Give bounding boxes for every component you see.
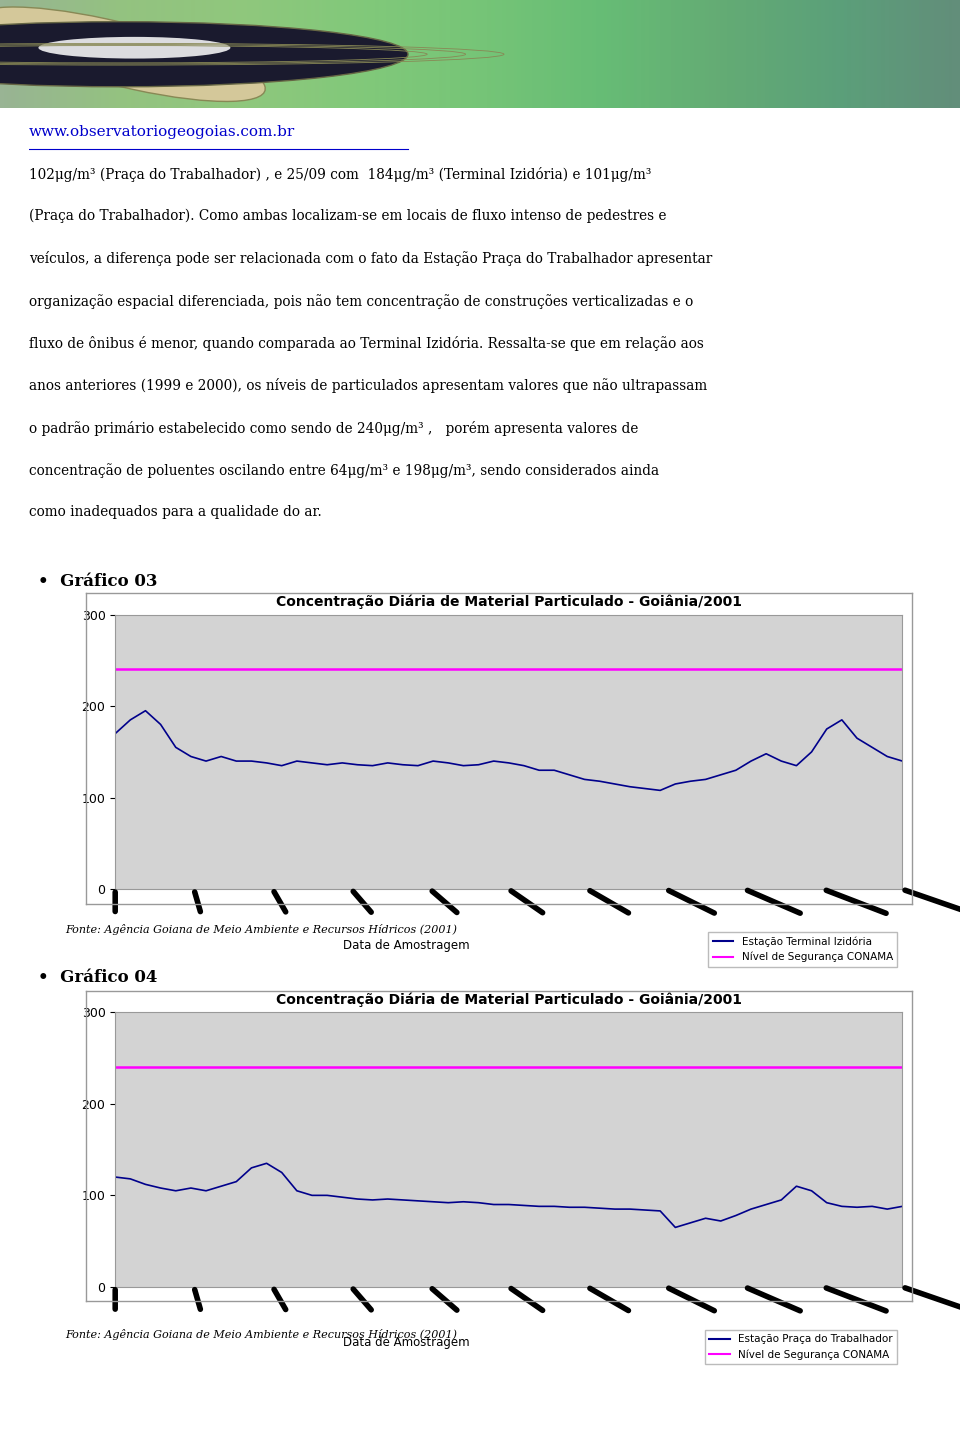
Text: 102μg/m³ (Praça do Trabalhador) , e 25/09 com  184μg/m³ (Terminal Izidória) e 10: 102μg/m³ (Praça do Trabalhador) , e 25/0… bbox=[29, 166, 651, 182]
Text: Data de Amostragem: Data de Amostragem bbox=[343, 938, 469, 951]
Text: Fonte: Agência Goiana de Meio Ambiente e Recursos Hídricos (2001): Fonte: Agência Goiana de Meio Ambiente e… bbox=[65, 1329, 457, 1340]
Text: (Praça do Trabalhador). Como ambas localizam-se em locais de fluxo intenso de pe: (Praça do Trabalhador). Como ambas local… bbox=[29, 210, 666, 224]
Title: Concentração Diária de Material Particulado - Goiânia/2001: Concentração Diária de Material Particul… bbox=[276, 992, 742, 1006]
Circle shape bbox=[0, 22, 408, 87]
Text: o padrão primário estabelecido como sendo de 240μg/m³ ,   porém apresenta valore: o padrão primário estabelecido como send… bbox=[29, 421, 638, 435]
Text: anos anteriores (1999 e 2000), os níveis de particulados apresentam valores que : anos anteriores (1999 e 2000), os níveis… bbox=[29, 379, 708, 393]
Text: como inadequados para a qualidade do ar.: como inadequados para a qualidade do ar. bbox=[29, 505, 322, 519]
Legend: Estação Terminal Izidória, Nível de Segurança CONAMA: Estação Terminal Izidória, Nível de Segu… bbox=[708, 933, 898, 966]
Text: www.observatoriogeogoias.com.br: www.observatoriogeogoias.com.br bbox=[29, 124, 295, 139]
Text: concentração de poluentes oscilando entre 64μg/m³ e 198μg/m³, sendo considerados: concentração de poluentes oscilando entr… bbox=[29, 463, 659, 477]
Ellipse shape bbox=[0, 7, 265, 101]
Text: organização espacial diferenciada, pois não tem concentração de construções vert: organização espacial diferenciada, pois … bbox=[29, 294, 693, 308]
Text: Data de Amostragem: Data de Amostragem bbox=[343, 1336, 469, 1349]
Title: Concentração Diária de Material Particulado - Goiânia/2001: Concentração Diária de Material Particul… bbox=[276, 594, 742, 609]
Text: •  Gráfico 04: • Gráfico 04 bbox=[37, 969, 157, 986]
Text: Fonte: Agência Goiana de Meio Ambiente e Recursos Hídricos (2001): Fonte: Agência Goiana de Meio Ambiente e… bbox=[65, 924, 457, 934]
Text: fluxo de ônibus é menor, quando comparada ao Terminal Izidória. Ressalta-se que : fluxo de ônibus é menor, quando comparad… bbox=[29, 335, 704, 351]
Text: veículos, a diferença pode ser relacionada com o fato da Estação Praça do Trabal: veículos, a diferença pode ser relaciona… bbox=[29, 252, 712, 266]
Text: •  Gráfico 03: • Gráfico 03 bbox=[37, 573, 157, 590]
Circle shape bbox=[38, 36, 230, 58]
Legend: Estação Praça do Trabalhador, Nível de Segurança CONAMA: Estação Praça do Trabalhador, Nível de S… bbox=[705, 1330, 898, 1364]
